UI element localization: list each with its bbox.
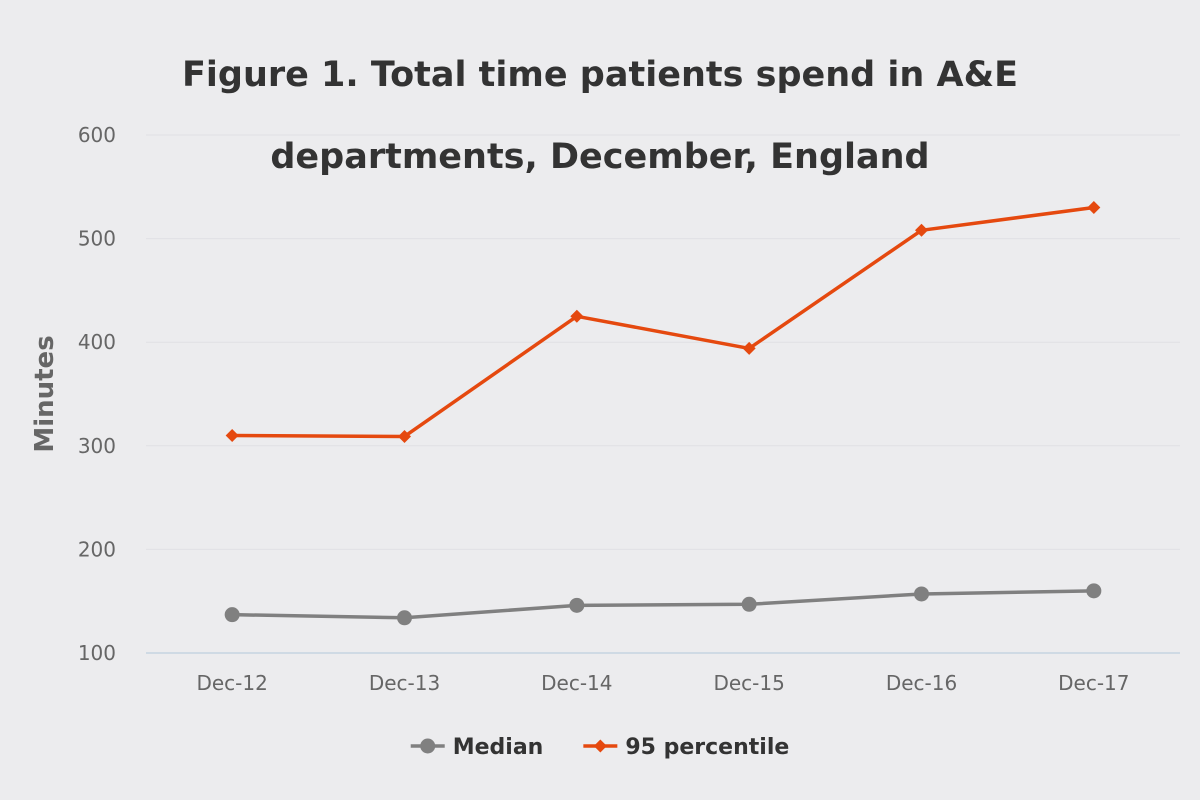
data-point-95-percentile xyxy=(742,341,756,355)
y-tick-label: 500 xyxy=(78,227,116,251)
legend-marker-median xyxy=(420,738,436,754)
series-line-median xyxy=(230,589,1096,620)
x-tick-label: Dec-12 xyxy=(196,671,267,695)
data-point-95-percentile xyxy=(225,428,239,442)
data-point-median xyxy=(224,607,240,623)
x-tick-label: Dec-15 xyxy=(713,671,784,695)
y-tick-label: 600 xyxy=(78,123,116,147)
data-point-median xyxy=(1086,583,1102,599)
data-point-95-percentile xyxy=(915,223,928,237)
data-point-95-percentile xyxy=(570,309,584,323)
x-tick-label: Dec-14 xyxy=(541,671,612,695)
chart-title-line-2: departments, December, England xyxy=(270,137,930,177)
data-point-95-percentile xyxy=(1087,201,1101,215)
series-median xyxy=(224,583,1102,626)
legend-item-median: Median xyxy=(410,735,544,760)
x-tick-label: Dec-16 xyxy=(886,671,957,695)
gridlines xyxy=(146,134,1180,654)
chart-title-line-1: Figure 1. Total time patients spend in A… xyxy=(181,55,1019,95)
y-tick-label: 300 xyxy=(78,434,116,458)
series-95-percentile xyxy=(225,201,1101,443)
y-tick-label: 400 xyxy=(78,330,116,354)
x-tick-label: Dec-13 xyxy=(369,671,440,695)
y-axis-ticks: 100 200 300 400 500 600 xyxy=(78,123,116,665)
y-axis-title: Minutes xyxy=(30,335,60,452)
legend-label-median: Median xyxy=(453,735,544,760)
data-point-median xyxy=(741,596,757,612)
legend-item-95-percentile: 95 percentile xyxy=(583,735,789,760)
y-tick-label: 200 xyxy=(78,537,116,561)
data-point-median xyxy=(914,586,929,602)
data-point-median xyxy=(569,597,585,613)
data-point-median xyxy=(397,610,412,626)
legend-label-95-percentile: 95 percentile xyxy=(625,735,789,760)
chart-title: Figure 1. Total time patients spend in A… xyxy=(0,14,1200,219)
legend-marker-95-percentile xyxy=(593,739,607,753)
x-tick-label: Dec-17 xyxy=(1058,671,1129,695)
series-line-95-percentile xyxy=(230,205,1096,439)
x-axis-ticks: Dec-12 Dec-13 Dec-14 Dec-15 Dec-16 Dec-17 xyxy=(196,671,1129,695)
y-tick-label: 100 xyxy=(78,641,116,665)
legend: Median 95 percentile xyxy=(410,735,789,760)
data-point-95-percentile xyxy=(398,429,411,443)
series-layer xyxy=(224,201,1102,626)
